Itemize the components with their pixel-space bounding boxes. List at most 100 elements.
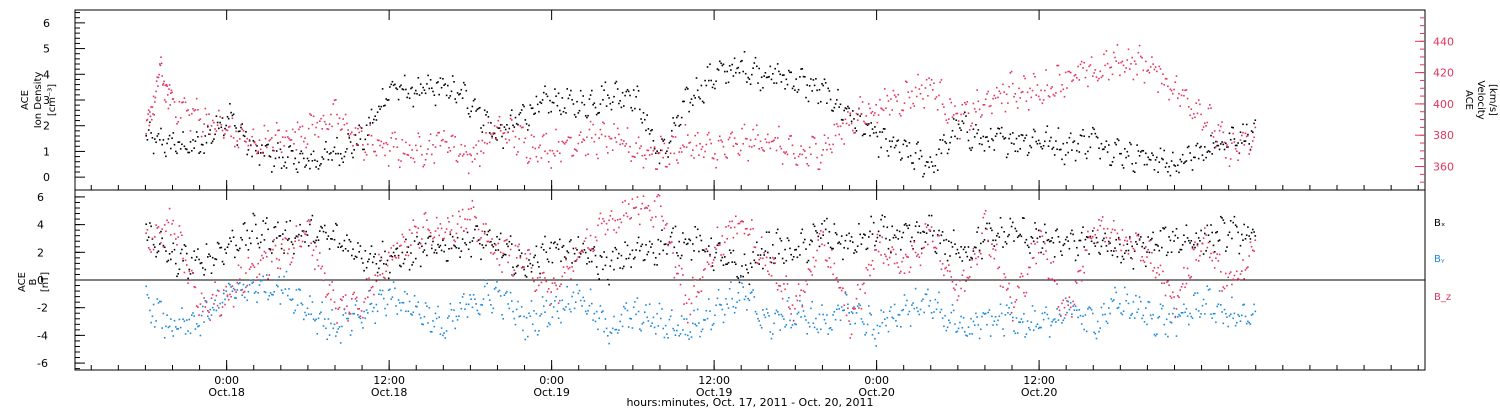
data-point <box>445 228 448 230</box>
data-point <box>804 238 806 241</box>
data-point <box>994 97 997 99</box>
data-point <box>179 117 182 119</box>
data-point <box>258 284 261 286</box>
data-point <box>225 129 227 131</box>
data-point <box>348 137 351 139</box>
data-point <box>600 256 603 258</box>
data-point <box>181 101 183 104</box>
data-point <box>195 305 198 307</box>
data-point <box>387 277 390 280</box>
data-point <box>384 250 386 253</box>
data-point <box>1064 238 1067 241</box>
data-point <box>870 314 872 316</box>
data-point <box>1050 324 1052 327</box>
data-point <box>422 323 424 326</box>
data-point <box>957 123 960 126</box>
data-point <box>1009 217 1012 220</box>
data-point <box>992 97 994 100</box>
data-point <box>448 97 450 99</box>
data-point <box>932 89 934 91</box>
data-point <box>1000 226 1003 229</box>
data-point <box>1153 267 1156 269</box>
data-point <box>508 240 511 243</box>
data-point <box>1179 158 1181 161</box>
data-point <box>774 262 776 264</box>
data-point <box>178 318 181 321</box>
data-point <box>945 119 948 121</box>
data-point <box>470 110 472 113</box>
data-point <box>808 269 811 271</box>
data-point <box>320 311 322 313</box>
data-point <box>988 309 991 311</box>
data-point <box>456 92 459 94</box>
data-point <box>641 243 644 246</box>
data-point <box>859 115 861 117</box>
field-tick-label: -2 <box>37 302 48 315</box>
data-point <box>1226 316 1228 318</box>
data-point <box>762 257 764 260</box>
data-point <box>145 135 147 137</box>
data-point <box>864 334 866 336</box>
data-point <box>289 298 291 301</box>
data-point <box>1100 76 1103 79</box>
data-point <box>817 102 820 105</box>
data-point <box>648 209 651 212</box>
data-point <box>194 259 197 261</box>
data-point <box>783 74 785 76</box>
data-point <box>637 310 640 313</box>
data-point <box>929 229 932 232</box>
data-point <box>335 99 337 101</box>
data-point <box>1217 260 1220 262</box>
data-point <box>299 126 301 128</box>
data-point <box>282 238 284 241</box>
data-point <box>842 258 844 261</box>
data-point <box>1066 300 1068 302</box>
data-point <box>1087 230 1089 233</box>
data-point <box>822 84 824 87</box>
data-point <box>854 131 856 134</box>
data-point <box>576 258 578 261</box>
data-point <box>314 319 316 322</box>
data-point <box>259 148 262 151</box>
data-point <box>486 240 488 243</box>
data-point <box>973 108 976 110</box>
data-point <box>1069 71 1072 74</box>
data-point <box>1047 145 1050 147</box>
data-point <box>172 242 175 245</box>
data-point <box>583 139 586 142</box>
data-point <box>400 265 402 268</box>
data-point <box>486 111 488 113</box>
data-point <box>1000 102 1003 105</box>
data-point <box>836 277 838 279</box>
data-point <box>491 135 493 138</box>
data-point <box>488 141 491 144</box>
data-point <box>392 251 395 254</box>
data-point <box>1084 314 1087 316</box>
data-point <box>704 150 706 153</box>
data-point <box>199 262 202 265</box>
data-point <box>456 161 459 163</box>
data-point <box>1069 306 1072 309</box>
data-point <box>1226 246 1228 248</box>
data-point <box>566 285 568 288</box>
data-point <box>423 164 426 166</box>
data-point <box>854 322 856 325</box>
data-point <box>547 322 550 324</box>
data-point <box>772 333 774 335</box>
data-point <box>280 289 283 291</box>
data-point <box>706 261 709 263</box>
data-point <box>854 307 856 310</box>
data-point <box>704 250 706 253</box>
time-tick-label: 0:00 <box>214 374 239 387</box>
data-point <box>496 281 498 283</box>
data-point <box>285 221 288 223</box>
data-point <box>676 329 678 332</box>
data-point <box>530 300 533 302</box>
data-point <box>1098 77 1100 80</box>
data-point <box>660 205 662 208</box>
data-point <box>271 293 273 296</box>
data-point <box>184 259 187 262</box>
data-point <box>259 241 262 244</box>
data-point <box>887 247 890 250</box>
data-point <box>493 242 496 245</box>
